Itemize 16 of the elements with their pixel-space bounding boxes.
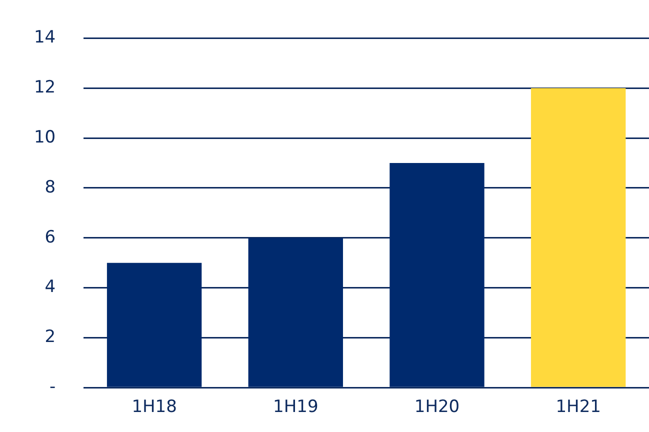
x-tick-label: 1H20 xyxy=(414,397,460,418)
y-tick-label: 8 xyxy=(44,177,56,198)
bar xyxy=(248,238,343,387)
y-tick-label: 10 xyxy=(34,127,56,148)
bar xyxy=(106,262,202,387)
x-tick-label: 1H18 xyxy=(132,397,177,418)
y-tick-label: 6 xyxy=(44,227,56,248)
bar xyxy=(530,88,626,387)
y-tick-label: 2 xyxy=(44,327,56,348)
y-tick-label: - xyxy=(49,377,56,398)
y-tick-label: 12 xyxy=(34,78,56,98)
x-tick-label: 1H21 xyxy=(556,397,601,418)
bar xyxy=(390,162,484,387)
x-tick-label: 1H19 xyxy=(273,397,318,418)
y-tick-label: 14 xyxy=(34,28,56,48)
y-tick-label: 4 xyxy=(44,277,56,298)
